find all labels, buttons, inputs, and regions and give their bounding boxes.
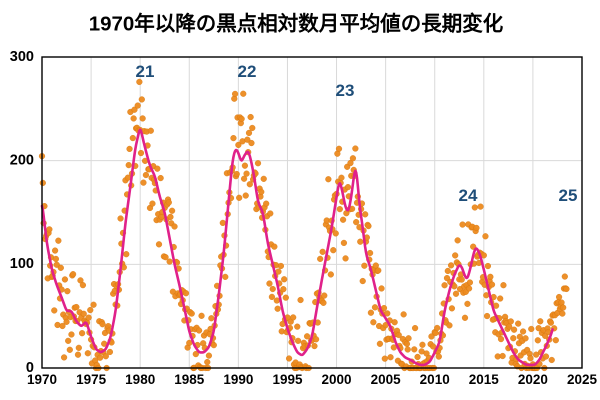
svg-text:1995: 1995: [272, 372, 303, 387]
svg-text:100: 100: [10, 256, 34, 272]
svg-text:22: 22: [238, 62, 257, 81]
svg-text:25: 25: [559, 186, 578, 205]
svg-text:300: 300: [10, 49, 34, 65]
svg-text:2025: 2025: [567, 372, 598, 387]
svg-text:23: 23: [336, 81, 355, 100]
svg-text:1970年以降の黒点相対数月平均値の長期変化: 1970年以降の黒点相対数月平均値の長期変化: [89, 12, 504, 36]
svg-text:24: 24: [459, 186, 478, 205]
svg-text:21: 21: [136, 62, 155, 81]
svg-text:1980: 1980: [125, 372, 155, 387]
svg-text:2020: 2020: [518, 372, 548, 387]
svg-text:2015: 2015: [469, 372, 500, 387]
svg-text:1975: 1975: [76, 372, 107, 387]
svg-text:2010: 2010: [420, 372, 450, 387]
svg-text:0: 0: [26, 360, 34, 376]
svg-text:1985: 1985: [174, 372, 205, 387]
svg-text:2005: 2005: [371, 372, 402, 387]
svg-text:2000: 2000: [321, 372, 351, 387]
svg-text:200: 200: [10, 153, 34, 169]
svg-text:1990: 1990: [223, 372, 253, 387]
